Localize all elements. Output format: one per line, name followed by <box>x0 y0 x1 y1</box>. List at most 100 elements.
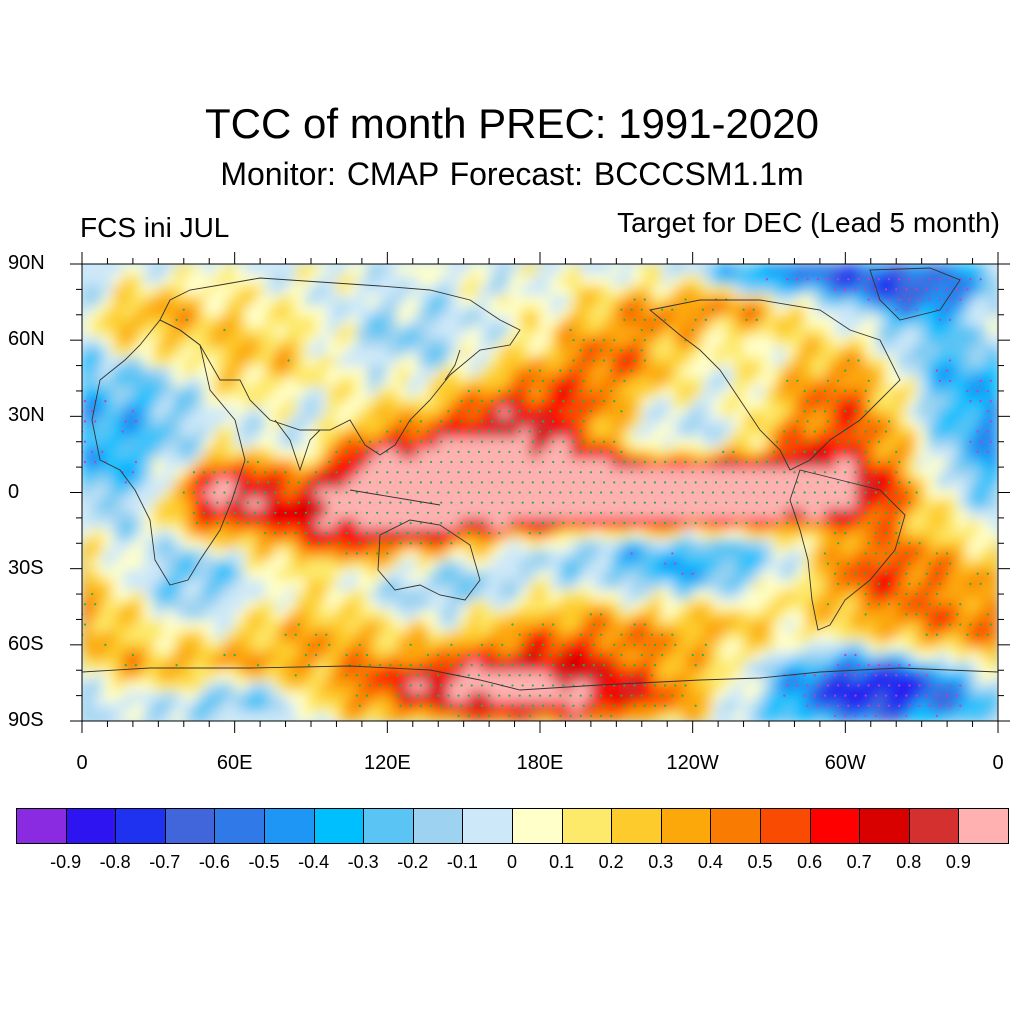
field-cell <box>865 558 877 570</box>
field-cell <box>163 324 175 337</box>
field-cell <box>509 416 521 428</box>
field-cell <box>102 477 114 489</box>
field-cell <box>204 619 216 631</box>
field-cell <box>397 507 409 519</box>
field-cell <box>936 294 949 306</box>
field-cell <box>112 497 124 509</box>
field-cell <box>346 507 358 519</box>
field-cell <box>641 629 653 641</box>
field-cell <box>489 487 501 499</box>
field-cell <box>814 690 826 702</box>
field-cell <box>723 548 735 560</box>
field-cell <box>702 528 715 540</box>
field-cell <box>733 528 745 540</box>
field-cell <box>601 456 613 469</box>
field-cell <box>153 649 165 662</box>
field-cell <box>326 396 338 408</box>
significance-dot <box>694 318 697 321</box>
field-cell <box>336 375 348 387</box>
significance-dot <box>661 471 664 474</box>
significance-dot <box>477 471 481 474</box>
field-cell <box>356 375 368 387</box>
field-cell <box>214 629 226 641</box>
field-cell <box>540 649 552 662</box>
field-cell <box>611 436 623 448</box>
field-cell <box>397 345 409 357</box>
field-cell <box>417 396 430 408</box>
field-cell <box>967 274 979 286</box>
field-cell <box>224 467 236 479</box>
field-cell <box>295 406 307 418</box>
significance-dot <box>182 491 185 494</box>
field-cell <box>417 619 430 631</box>
field-cell <box>540 314 552 326</box>
field-cell <box>92 365 104 377</box>
field-cell <box>407 487 419 499</box>
field-cell <box>529 446 541 458</box>
field-cell <box>601 487 613 499</box>
field-cell <box>478 660 491 672</box>
significance-dot <box>711 511 715 514</box>
significance-dot <box>409 521 412 525</box>
field-cell <box>275 314 287 326</box>
field-cell <box>926 507 938 519</box>
significance-dot <box>643 481 646 484</box>
field-cell <box>794 710 806 721</box>
significance-dot <box>498 653 501 657</box>
field-cell <box>255 274 267 286</box>
significance-dot <box>406 511 409 514</box>
field-cell <box>285 660 297 672</box>
field-cell <box>672 710 684 721</box>
field-cell <box>82 396 94 408</box>
significance-dot <box>450 521 453 525</box>
field-cell <box>529 538 541 550</box>
significance-dot <box>376 491 379 494</box>
field-cell <box>855 599 867 611</box>
field-cell <box>682 456 694 469</box>
field-cell <box>438 639 450 651</box>
field-cell <box>906 274 918 286</box>
field-cell <box>122 649 134 662</box>
field-cell <box>377 264 389 276</box>
field-cell <box>641 528 653 540</box>
field-cell <box>173 558 185 570</box>
significance-dot <box>592 643 595 646</box>
field-cell <box>265 619 277 631</box>
field-cell <box>377 304 389 316</box>
significance-dot <box>83 400 87 403</box>
field-cell <box>255 426 267 438</box>
field-cell <box>346 467 358 479</box>
field-cell <box>316 649 328 662</box>
field-cell <box>387 588 399 601</box>
field-cell <box>692 497 704 509</box>
field-cell <box>631 538 643 550</box>
field-cell <box>214 324 226 337</box>
field-cell <box>366 314 379 326</box>
field-cell <box>499 324 511 337</box>
field-cell <box>651 558 664 570</box>
field-cell <box>377 507 389 519</box>
significance-dot <box>480 521 484 525</box>
field-cell <box>916 548 928 560</box>
field-cell <box>285 345 297 357</box>
field-cell <box>713 660 725 672</box>
field-cell <box>92 619 104 631</box>
field-cell <box>316 396 328 408</box>
field-cell <box>794 609 806 621</box>
field-cell <box>122 670 134 682</box>
significance-dot <box>552 460 555 464</box>
field-cell <box>346 710 358 721</box>
field-cell <box>631 487 643 499</box>
field-cell <box>865 406 877 418</box>
field-cell <box>336 284 348 296</box>
field-cell <box>102 365 114 377</box>
field-cell <box>824 710 837 721</box>
field-cell <box>957 446 969 458</box>
significance-dot <box>725 501 728 504</box>
field-cell <box>112 548 124 560</box>
significance-dot <box>630 369 633 372</box>
field-cell <box>346 477 358 489</box>
field-cell <box>967 578 979 590</box>
field-cell <box>794 568 806 580</box>
significance-dot <box>701 511 704 514</box>
